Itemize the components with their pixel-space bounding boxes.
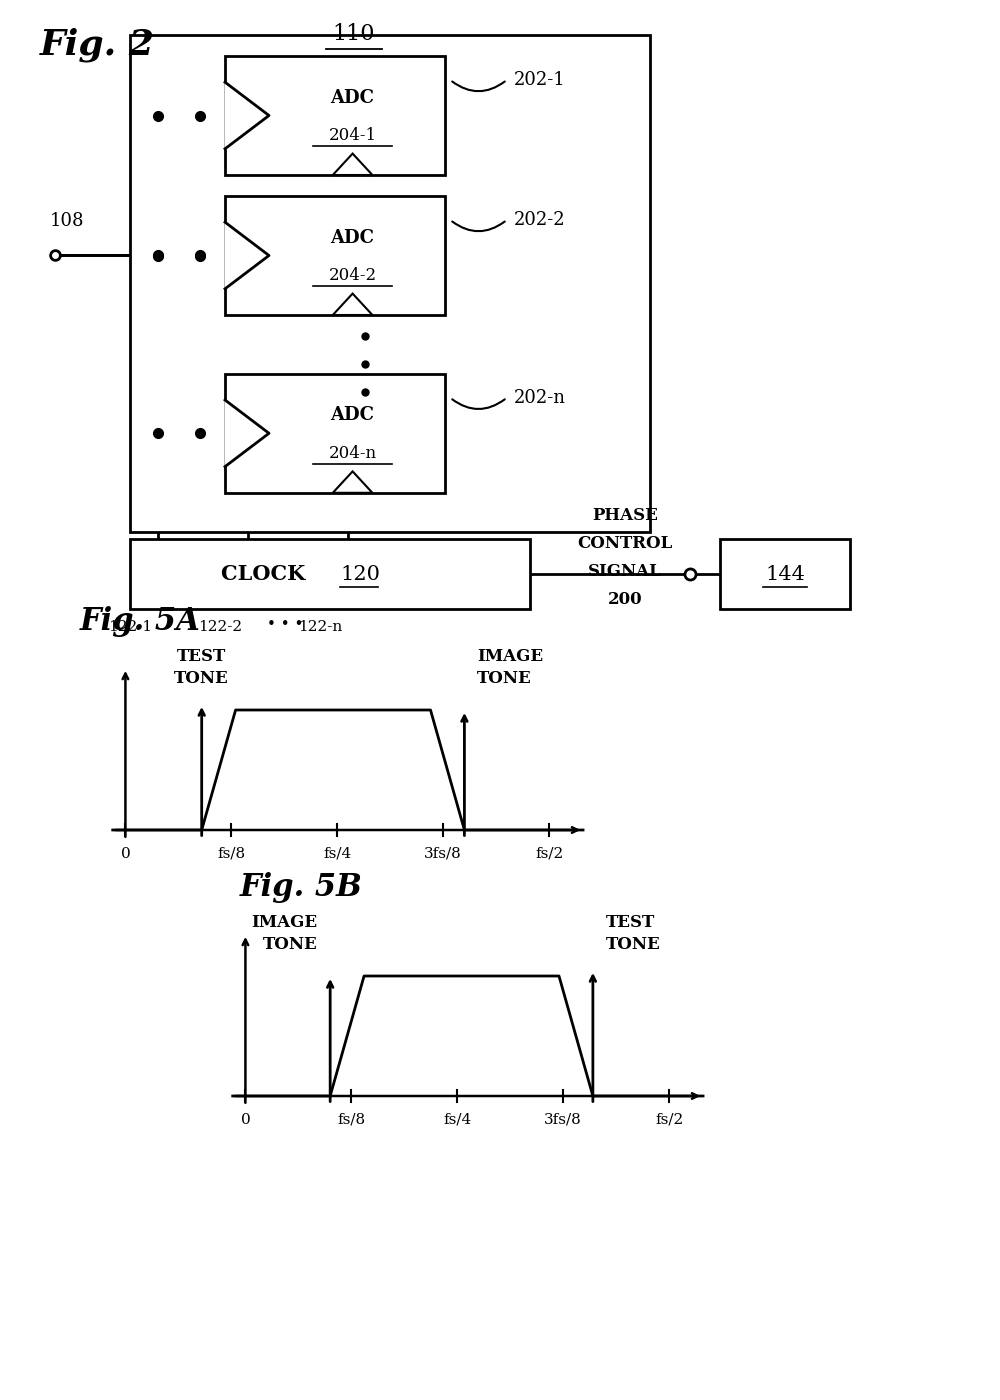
Text: 108: 108	[50, 211, 84, 230]
Text: 202-n: 202-n	[514, 389, 566, 406]
Text: Fig. 2: Fig. 2	[40, 28, 155, 63]
Text: 200: 200	[608, 591, 642, 608]
Text: 122-n: 122-n	[298, 620, 342, 634]
Text: ADC: ADC	[331, 88, 375, 106]
Polygon shape	[225, 83, 269, 148]
Text: TONE: TONE	[477, 671, 532, 687]
Text: Fig. 5B: Fig. 5B	[240, 872, 363, 903]
Text: • • •: • • •	[267, 617, 303, 633]
Bar	[225, 196, 445, 315]
Text: PHASE: PHASE	[592, 507, 658, 524]
Text: 202-2: 202-2	[514, 211, 566, 228]
Polygon shape	[225, 400, 269, 466]
Text: IMAGE: IMAGE	[251, 914, 317, 931]
Text: IMAGE: IMAGE	[477, 648, 543, 665]
Text: 0: 0	[241, 1113, 250, 1127]
Polygon shape	[225, 223, 269, 288]
Bar	[225, 374, 445, 493]
Text: fs/4: fs/4	[443, 1113, 471, 1127]
Text: 110: 110	[332, 22, 375, 45]
Text: SIGNAL: SIGNAL	[588, 563, 662, 580]
Text: 204-1: 204-1	[329, 127, 377, 144]
Text: 144: 144	[765, 564, 805, 584]
Text: TONE: TONE	[174, 671, 229, 687]
Text: 204-n: 204-n	[329, 445, 377, 462]
Text: 204-2: 204-2	[329, 267, 377, 284]
Text: fs/2: fs/2	[535, 847, 563, 861]
Text: 122-2: 122-2	[198, 620, 242, 634]
Polygon shape	[333, 154, 372, 175]
Text: fs/8: fs/8	[217, 847, 245, 861]
Text: TEST: TEST	[177, 648, 226, 665]
Bar	[130, 35, 650, 532]
Polygon shape	[333, 472, 372, 493]
Text: 202-1: 202-1	[514, 71, 566, 88]
Text: 0: 0	[121, 847, 130, 861]
Text: ADC: ADC	[331, 406, 375, 424]
Text: Fig. 5A: Fig. 5A	[80, 606, 201, 637]
Text: 3fs/8: 3fs/8	[424, 847, 462, 861]
Polygon shape	[333, 294, 372, 315]
Text: 122-1: 122-1	[108, 620, 152, 634]
Text: TEST: TEST	[606, 914, 655, 931]
Text: fs/8: fs/8	[337, 1113, 365, 1127]
Text: fs/4: fs/4	[323, 847, 351, 861]
Bar	[720, 539, 850, 609]
Text: fs/2: fs/2	[655, 1113, 683, 1127]
Bar	[130, 539, 530, 609]
Text: CONTROL: CONTROL	[577, 535, 673, 552]
Text: CLOCK: CLOCK	[221, 564, 320, 584]
Text: 120: 120	[340, 564, 380, 584]
Text: TONE: TONE	[606, 937, 660, 953]
Bar	[225, 56, 445, 175]
Text: 3fs/8: 3fs/8	[544, 1113, 582, 1127]
Text: TONE: TONE	[263, 937, 317, 953]
Text: ADC: ADC	[331, 228, 375, 246]
